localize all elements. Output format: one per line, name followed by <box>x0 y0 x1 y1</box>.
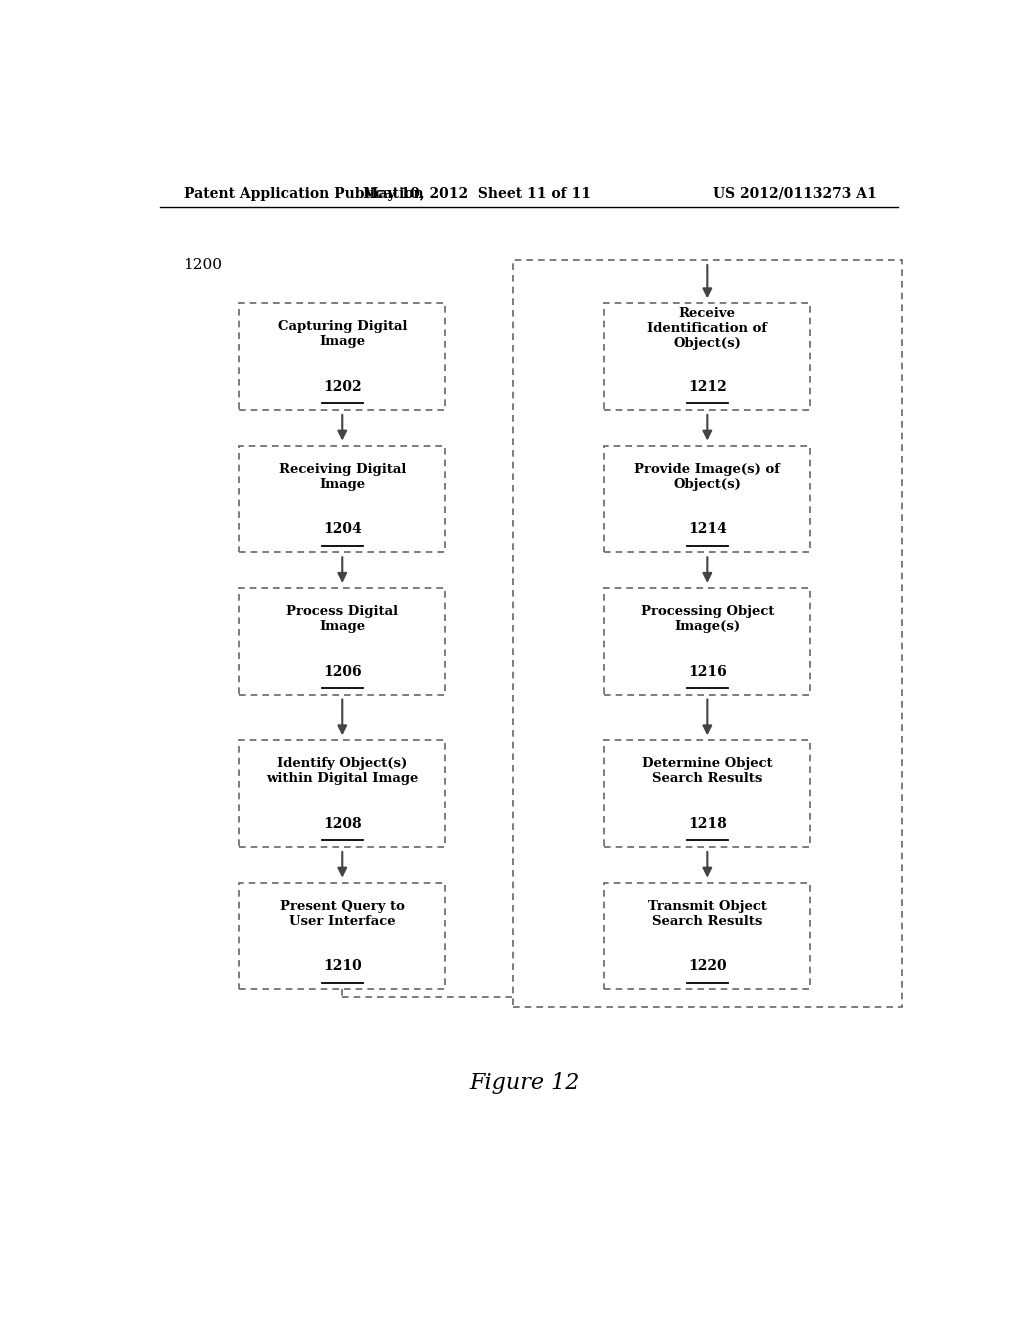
Text: 1206: 1206 <box>323 665 361 678</box>
Text: Process Digital
Image: Process Digital Image <box>287 605 398 632</box>
Text: Present Query to
User Interface: Present Query to User Interface <box>280 900 404 928</box>
Text: 1218: 1218 <box>688 817 727 832</box>
Bar <box>604 587 811 694</box>
Text: US 2012/0113273 A1: US 2012/0113273 A1 <box>713 187 877 201</box>
Text: Receiving Digital
Image: Receiving Digital Image <box>279 462 406 491</box>
Bar <box>604 446 811 552</box>
Text: Patent Application Publication: Patent Application Publication <box>183 187 423 201</box>
Text: Figure 12: Figure 12 <box>470 1072 580 1094</box>
Bar <box>240 304 445 411</box>
Text: 1200: 1200 <box>183 259 222 272</box>
Text: Processing Object
Image(s): Processing Object Image(s) <box>641 605 774 632</box>
Text: Receive
Identification of
Object(s): Receive Identification of Object(s) <box>647 306 767 350</box>
Text: 1216: 1216 <box>688 665 727 678</box>
Text: 1208: 1208 <box>323 817 361 832</box>
Bar <box>604 741 811 847</box>
Text: 1214: 1214 <box>688 523 727 536</box>
Text: 1220: 1220 <box>688 960 727 973</box>
Text: 1210: 1210 <box>323 960 361 973</box>
Text: May 10, 2012  Sheet 11 of 11: May 10, 2012 Sheet 11 of 11 <box>364 187 591 201</box>
Text: Capturing Digital
Image: Capturing Digital Image <box>278 321 407 348</box>
Bar <box>604 304 811 411</box>
Bar <box>240 883 445 989</box>
Bar <box>604 883 811 989</box>
Bar <box>240 587 445 694</box>
Text: Transmit Object
Search Results: Transmit Object Search Results <box>648 900 767 928</box>
Text: 1202: 1202 <box>323 380 361 395</box>
Text: Identify Object(s)
within Digital Image: Identify Object(s) within Digital Image <box>266 758 419 785</box>
Text: Provide Image(s) of
Object(s): Provide Image(s) of Object(s) <box>635 462 780 491</box>
Text: 1204: 1204 <box>323 523 361 536</box>
Bar <box>513 260 902 1007</box>
Text: Determine Object
Search Results: Determine Object Search Results <box>642 758 773 785</box>
Text: 1212: 1212 <box>688 380 727 395</box>
Bar <box>240 741 445 847</box>
Bar <box>240 446 445 552</box>
